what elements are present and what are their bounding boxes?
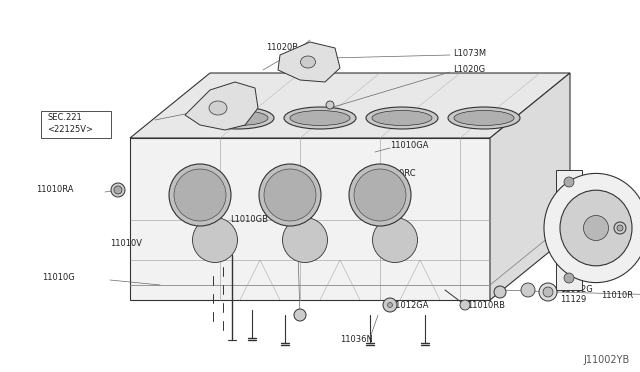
Ellipse shape xyxy=(209,101,227,115)
Text: SEC.221: SEC.221 xyxy=(47,113,82,122)
Circle shape xyxy=(564,177,574,187)
Text: L1010GB: L1010GB xyxy=(230,215,268,224)
Ellipse shape xyxy=(354,169,406,221)
Ellipse shape xyxy=(494,286,506,298)
Circle shape xyxy=(564,273,574,283)
Text: 11010V: 11010V xyxy=(110,240,142,248)
Polygon shape xyxy=(490,73,570,300)
Ellipse shape xyxy=(387,302,392,308)
FancyBboxPatch shape xyxy=(41,111,111,138)
Ellipse shape xyxy=(326,101,334,109)
Ellipse shape xyxy=(208,110,268,125)
Ellipse shape xyxy=(366,107,438,129)
Polygon shape xyxy=(185,82,258,130)
Circle shape xyxy=(460,300,470,310)
Text: <22125V>: <22125V> xyxy=(47,125,93,135)
Text: 11010R: 11010R xyxy=(601,291,633,299)
Text: 11010G: 11010G xyxy=(42,273,75,282)
Circle shape xyxy=(114,186,122,194)
Text: 11129: 11129 xyxy=(560,295,586,305)
Ellipse shape xyxy=(372,218,417,263)
Ellipse shape xyxy=(193,218,237,263)
Ellipse shape xyxy=(174,169,226,221)
Text: 11010GA: 11010GA xyxy=(390,141,429,151)
Ellipse shape xyxy=(301,56,316,68)
Ellipse shape xyxy=(284,107,356,129)
Polygon shape xyxy=(130,138,490,300)
Ellipse shape xyxy=(264,169,316,221)
Ellipse shape xyxy=(544,173,640,283)
Text: L1020G: L1020G xyxy=(453,65,485,74)
Ellipse shape xyxy=(349,164,411,226)
Ellipse shape xyxy=(259,164,321,226)
Text: 11010RC: 11010RC xyxy=(378,169,415,177)
Text: 11020A: 11020A xyxy=(636,222,640,231)
Text: 11010GC: 11010GC xyxy=(591,247,630,256)
Circle shape xyxy=(521,283,535,297)
Text: 11036N: 11036N xyxy=(340,334,373,343)
Text: 11010RA: 11010RA xyxy=(36,186,74,195)
Text: SEC.221: SEC.221 xyxy=(47,113,82,122)
Polygon shape xyxy=(130,73,570,138)
Text: 11012G: 11012G xyxy=(560,285,593,294)
Circle shape xyxy=(294,309,306,321)
Ellipse shape xyxy=(454,110,514,125)
Ellipse shape xyxy=(169,164,231,226)
Text: 11010D: 11010D xyxy=(591,235,624,244)
Text: 11012GA: 11012GA xyxy=(390,301,429,311)
Circle shape xyxy=(383,298,397,312)
Ellipse shape xyxy=(202,107,274,129)
Ellipse shape xyxy=(448,107,520,129)
Ellipse shape xyxy=(282,218,328,263)
Ellipse shape xyxy=(372,110,432,125)
Polygon shape xyxy=(556,170,582,290)
Circle shape xyxy=(614,222,626,234)
Text: 11010RB: 11010RB xyxy=(467,301,505,310)
Text: 12279: 12279 xyxy=(592,192,618,202)
Ellipse shape xyxy=(290,110,350,125)
Circle shape xyxy=(617,225,623,231)
Circle shape xyxy=(111,183,125,197)
Ellipse shape xyxy=(539,283,557,301)
Text: L1073M: L1073M xyxy=(453,48,486,58)
Ellipse shape xyxy=(584,215,609,241)
Text: J11002YB: J11002YB xyxy=(584,355,630,365)
Polygon shape xyxy=(278,42,340,82)
Text: <22125V>: <22125V> xyxy=(47,125,93,135)
Ellipse shape xyxy=(560,190,632,266)
Text: 11020B: 11020B xyxy=(266,44,298,52)
Ellipse shape xyxy=(543,287,553,297)
